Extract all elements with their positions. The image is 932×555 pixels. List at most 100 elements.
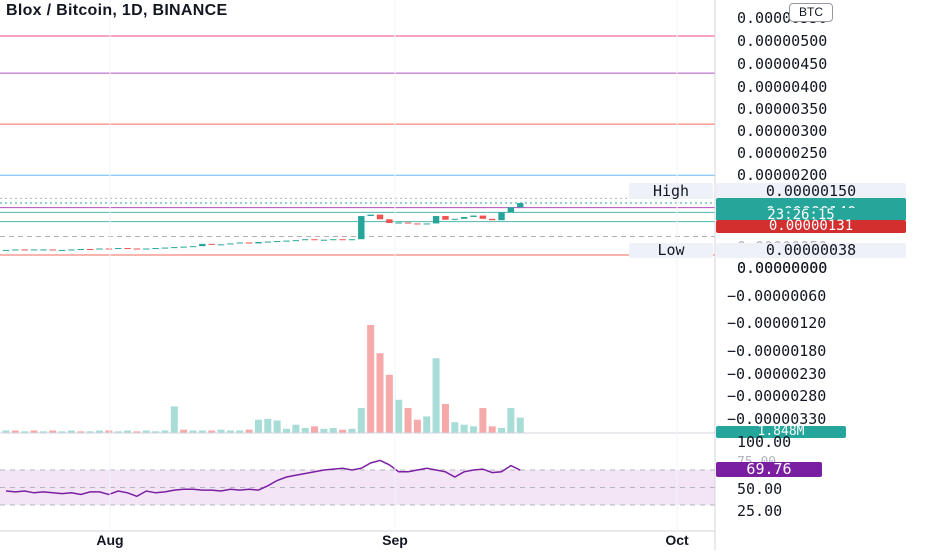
candle-body[interactable]	[152, 248, 159, 250]
candle-body[interactable]	[386, 219, 393, 223]
volume-bar[interactable]	[488, 426, 496, 433]
volume-bar[interactable]	[67, 430, 75, 433]
volume-bar[interactable]	[170, 406, 178, 433]
candle-body[interactable]	[245, 242, 253, 244]
volume-bar[interactable]	[30, 430, 38, 433]
volume-bar[interactable]	[152, 431, 160, 433]
candle-body[interactable]	[479, 215, 487, 219]
volume-bar[interactable]	[413, 419, 421, 433]
candle-body[interactable]	[517, 203, 524, 208]
volume-bar[interactable]	[217, 429, 225, 433]
volume-bar[interactable]	[11, 430, 19, 433]
candle-body[interactable]	[180, 246, 187, 248]
candle-body[interactable]	[423, 223, 430, 225]
candle-body[interactable]	[171, 247, 178, 249]
candle-body[interactable]	[115, 248, 122, 250]
volume-bar[interactable]	[273, 420, 281, 433]
volume-bar[interactable]	[58, 431, 66, 433]
volume-bar[interactable]	[432, 358, 440, 433]
candle-body[interactable]	[96, 248, 103, 250]
candle-body[interactable]	[330, 239, 337, 241]
candle-body[interactable]	[432, 216, 440, 224]
rsi-line[interactable]	[5, 459, 521, 498]
volume-bar[interactable]	[460, 424, 468, 433]
volume-bar[interactable]	[114, 431, 122, 433]
volume-bar[interactable]	[507, 408, 515, 433]
volume-bar[interactable]	[367, 325, 375, 433]
candle-body[interactable]	[451, 218, 458, 220]
candle-body[interactable]	[404, 222, 412, 224]
volume-bar[interactable]	[180, 429, 188, 433]
candle-body[interactable]	[442, 216, 449, 220]
volume-bar[interactable]	[264, 418, 272, 433]
volume-bar[interactable]	[105, 430, 113, 433]
candle-body[interactable]	[21, 249, 28, 251]
candle-body[interactable]	[470, 215, 477, 217]
candle-body[interactable]	[40, 249, 47, 251]
volume-bar[interactable]	[301, 428, 309, 433]
volume-bar[interactable]	[441, 403, 449, 433]
candle-body[interactable]	[376, 214, 384, 220]
candle-body[interactable]	[339, 239, 346, 241]
volume-bar[interactable]	[49, 430, 57, 433]
candle-body[interactable]	[302, 239, 309, 241]
volume-bar[interactable]	[226, 430, 234, 433]
candle-body[interactable]	[395, 222, 402, 224]
candle-body[interactable]	[489, 218, 496, 221]
volume-bar[interactable]	[21, 431, 29, 433]
candle-body[interactable]	[199, 243, 206, 247]
candle-body[interactable]	[320, 239, 328, 241]
volume-bar[interactable]	[423, 416, 431, 433]
volume-bar[interactable]	[348, 428, 356, 433]
volume-bar[interactable]	[124, 430, 132, 433]
volume-bar[interactable]	[479, 408, 487, 433]
volume-bar[interactable]	[245, 429, 253, 433]
candle-body[interactable]	[460, 216, 468, 219]
candle-body[interactable]	[86, 248, 94, 250]
volume-bar[interactable]	[86, 431, 94, 433]
volume-bar[interactable]	[311, 426, 319, 433]
volume-bar[interactable]	[292, 424, 300, 433]
candle-body[interactable]	[49, 249, 56, 251]
candle-body[interactable]	[189, 246, 197, 248]
candle-body[interactable]	[30, 249, 38, 251]
volume-bar[interactable]	[198, 430, 206, 433]
volume-bar[interactable]	[395, 399, 403, 433]
candle-body[interactable]	[124, 248, 131, 250]
candle-body[interactable]	[68, 249, 75, 251]
volume-bar[interactable]	[189, 430, 197, 433]
volume-bar[interactable]	[451, 422, 459, 433]
candle-body[interactable]	[143, 248, 150, 250]
candle-body[interactable]	[133, 248, 141, 250]
volume-bar[interactable]	[404, 408, 412, 433]
volume-bar[interactable]	[236, 430, 244, 433]
volume-bar[interactable]	[142, 430, 150, 433]
volume-bar[interactable]	[329, 428, 337, 433]
volume-bar[interactable]	[39, 431, 47, 433]
candle-body[interactable]	[264, 241, 271, 243]
candle-body[interactable]	[414, 223, 421, 225]
candle-body[interactable]	[236, 242, 243, 244]
candle-body[interactable]	[227, 243, 234, 245]
candle-body[interactable]	[217, 244, 225, 246]
volume-bar[interactable]	[96, 430, 103, 433]
candle-body[interactable]	[161, 247, 169, 249]
candle-body[interactable]	[77, 248, 84, 250]
volume-bar[interactable]	[339, 429, 347, 433]
volume-bar[interactable]	[385, 374, 393, 433]
currency-button[interactable]: BTC	[789, 3, 833, 22]
candle-body[interactable]	[273, 241, 281, 243]
volume-bar[interactable]	[2, 430, 10, 433]
volume-bar[interactable]	[320, 428, 328, 433]
candle-body[interactable]	[358, 216, 365, 240]
candle-body[interactable]	[283, 240, 290, 242]
candle-body[interactable]	[12, 249, 19, 251]
volume-bar[interactable]	[516, 417, 524, 433]
candle-body[interactable]	[255, 242, 262, 244]
volume-bar[interactable]	[283, 428, 290, 433]
volume-bar[interactable]	[208, 430, 216, 433]
candle-body[interactable]	[58, 249, 66, 251]
volume-bar[interactable]	[498, 428, 506, 433]
candle-body[interactable]	[507, 207, 515, 213]
